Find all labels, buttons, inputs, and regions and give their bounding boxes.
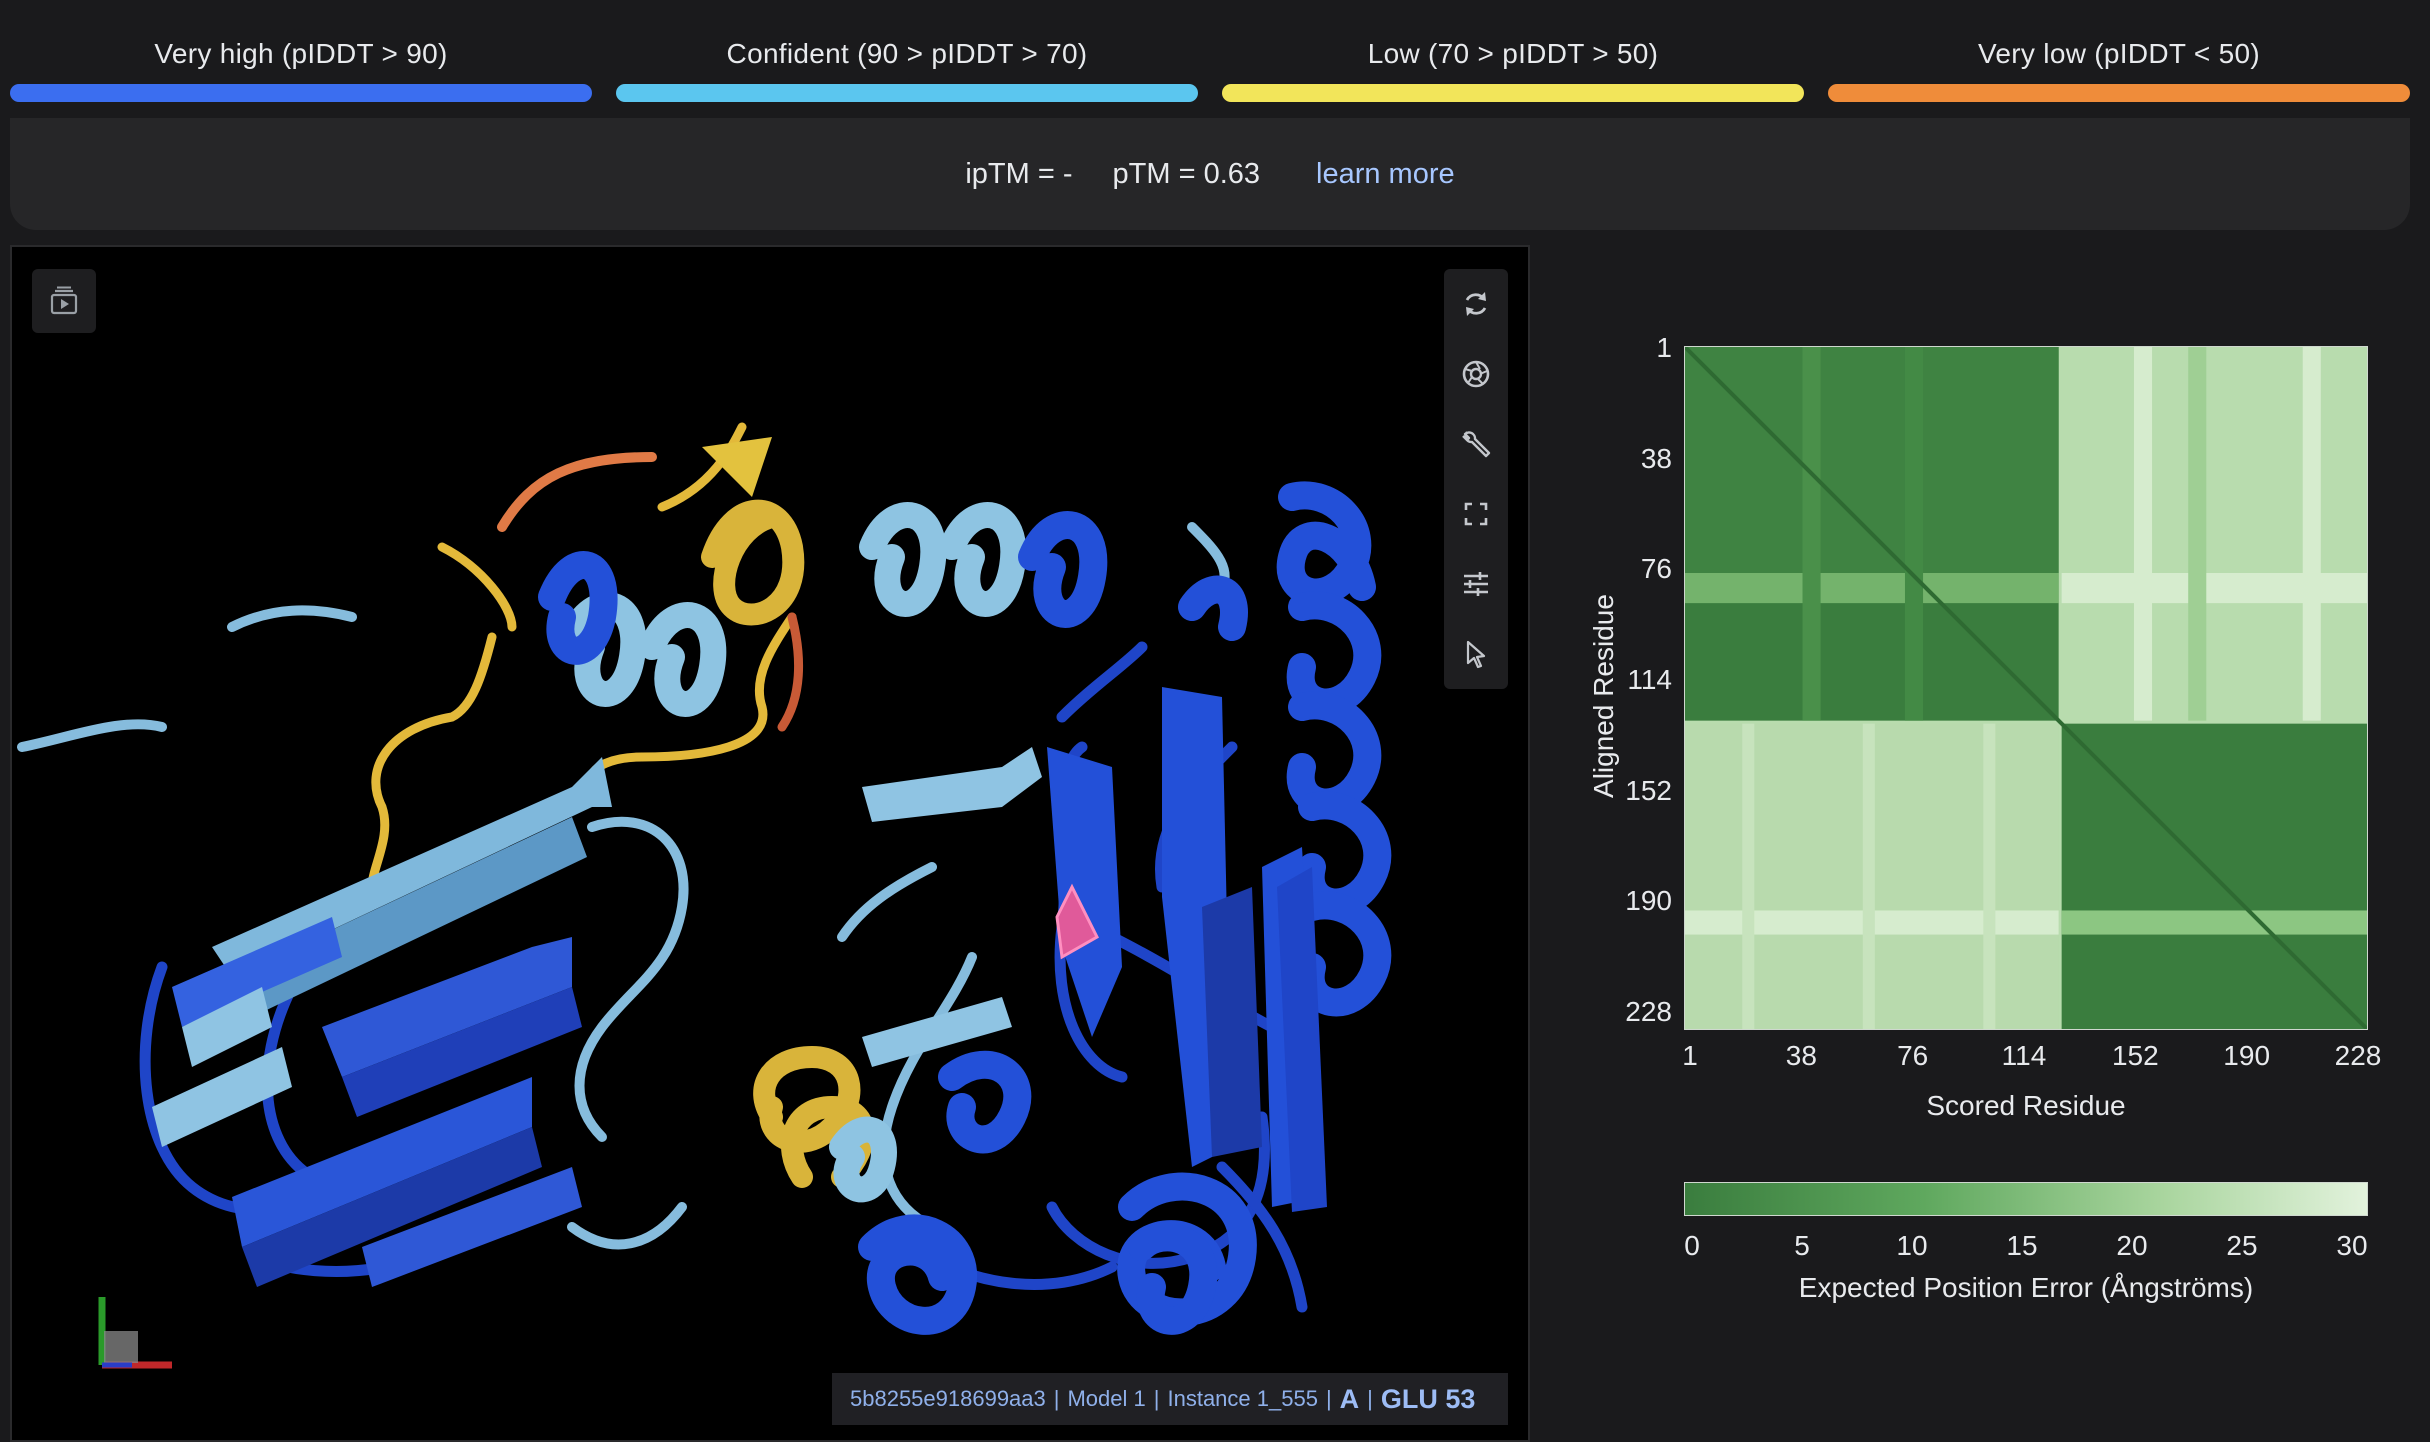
pae-block	[2061, 910, 2367, 935]
x-tick-label: 228	[2334, 1040, 2382, 1071]
colorbar-tick-label: 5	[1794, 1230, 1810, 1261]
camera-icon	[1462, 360, 1490, 388]
plddt-legend: Very high (pIDDT > 90) Confident (90 > p…	[10, 0, 2410, 104]
legend-very-high: Very high (pIDDT > 90)	[10, 0, 592, 104]
x-tick-label: 38	[1785, 1040, 1817, 1071]
selection-info: 5b8255e918699aa3 | Model 1 | Instance 1_…	[832, 1373, 1508, 1425]
legend-very-low: Very low (pIDDT < 50)	[1828, 0, 2410, 104]
colorbar	[1684, 1182, 2368, 1216]
separator: |	[1153, 1386, 1160, 1411]
structure-id: 5b8255e918699aa3	[850, 1386, 1046, 1411]
y-tick-label: 190	[1625, 885, 1672, 917]
x-tick-label: 190	[2223, 1040, 2271, 1071]
instance-label: Instance 1_555	[1167, 1386, 1318, 1411]
play-sequence-icon	[50, 286, 78, 315]
legend-label: Very low (pIDDT < 50)	[1978, 38, 2260, 69]
y-tick-label: 76	[1640, 553, 1672, 585]
pae-heatmap[interactable]	[1684, 346, 2368, 1030]
pae-plot: Aligned Residue 1 38 76 114 152 190 228 1 38 76 1…	[1560, 330, 2420, 1330]
separator: |	[1053, 1386, 1060, 1411]
pae-block	[1685, 572, 2059, 604]
colorbar-tick-label: 30	[2336, 1230, 2368, 1261]
protein-structure[interactable]	[12, 247, 1530, 1442]
x-tick-label: 1	[1682, 1040, 1698, 1071]
legend-label: Very high (pIDDT > 90)	[154, 38, 448, 69]
diagonal	[1685, 347, 2367, 1029]
x-tick-label: 152	[2111, 1040, 2159, 1071]
sequence-toggle-button[interactable]	[32, 269, 96, 333]
colorbar-tick-label: 10	[1896, 1230, 1928, 1261]
pae-block	[2302, 347, 2321, 721]
colorbar-tick-label: 15	[2006, 1230, 2038, 1261]
x-tick-label: 76	[1897, 1040, 1929, 1071]
chain-label: A	[1339, 1383, 1360, 1414]
pae-block	[1802, 347, 1821, 721]
legend-label: Low (70 > pIDDT > 50)	[1367, 38, 1659, 69]
y-tick-label: 152	[1625, 774, 1672, 806]
sliders-icon	[1464, 572, 1488, 596]
x-axis-label: Scored Residue	[1926, 1090, 2126, 1121]
select-mode-button[interactable]	[1444, 619, 1508, 689]
viewer-toolbar	[1444, 269, 1508, 689]
pae-block	[1862, 723, 1875, 1029]
pae-block	[1742, 723, 1755, 1029]
legend-confident: Confident (90 > pIDDT > 70)	[616, 0, 1198, 104]
fullscreen-button[interactable]	[1444, 479, 1508, 549]
wrench-icon	[1462, 431, 1491, 458]
pae-block	[2133, 347, 2153, 721]
model-label: Model 1	[1067, 1386, 1146, 1411]
y-tick-label: 228	[1625, 996, 1672, 1027]
pae-block	[2061, 347, 2367, 721]
pae-block	[1904, 347, 1924, 721]
pae-block	[1685, 347, 2059, 573]
y-tick-label: 1	[1656, 332, 1672, 363]
pae-block	[2061, 572, 2367, 604]
iptm-score: ipTM = -	[965, 157, 1073, 190]
structure-viewer[interactable]: 5b8255e918699aa3 | Model 1 | Instance 1_…	[10, 245, 1530, 1442]
legend-label: Confident (90 > pIDDT > 70)	[726, 38, 1088, 69]
screenshot-button[interactable]	[1444, 339, 1508, 409]
x-tick-label: 114	[2001, 1040, 2047, 1071]
colorbar-label: Expected Position Error (Ångströms)	[1798, 1272, 2254, 1303]
legend-bar	[10, 84, 592, 102]
residue-label: GLU 53	[1380, 1383, 1476, 1414]
separator: |	[1367, 1386, 1373, 1411]
y-tick-label: 114	[1627, 664, 1672, 695]
legend-bar	[1828, 84, 2410, 102]
refresh-icon	[1465, 292, 1487, 316]
settings-button[interactable]	[1444, 409, 1508, 479]
reset-view-button[interactable]	[1444, 269, 1508, 339]
colorbar-tick-label: 20	[2116, 1230, 2148, 1261]
separator: |	[1325, 1386, 1332, 1411]
legend-low: Low (70 > pIDDT > 50)	[1222, 0, 1804, 104]
controls-button[interactable]	[1444, 549, 1508, 619]
legend-bar	[1222, 84, 1804, 102]
y-tick-label: 38	[1640, 442, 1672, 474]
ptm-score: pTM = 0.63	[1112, 157, 1261, 190]
y-axis-label: Aligned Residue	[1588, 594, 1619, 798]
pae-block	[1983, 723, 1996, 1029]
fullscreen-icon	[1464, 502, 1488, 526]
score-panel: ipTM = - pTM = 0.63 learn more	[10, 118, 2410, 230]
pae-block	[2188, 347, 2207, 721]
colorbar-tick-label: 25	[2226, 1230, 2258, 1261]
colorbar-tick-label: 0	[1684, 1230, 1700, 1261]
learn-more-link[interactable]: learn more	[1316, 157, 1455, 190]
legend-bar	[616, 84, 1198, 102]
pointer-icon	[1466, 640, 1486, 669]
